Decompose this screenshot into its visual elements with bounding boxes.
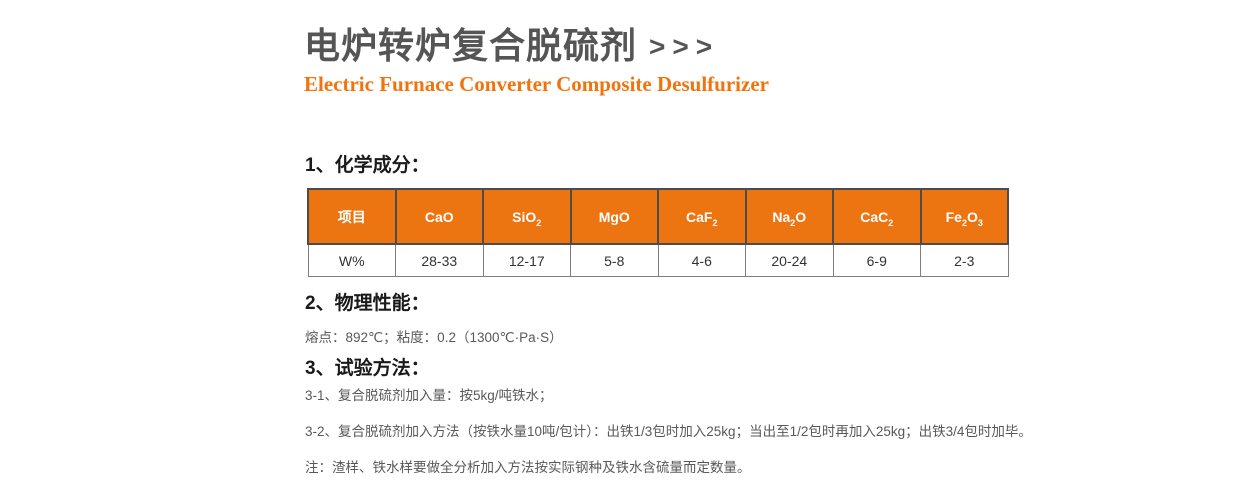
table-header-cell: MgO <box>569 188 659 245</box>
table-header-cell: CaF2 <box>657 188 747 245</box>
table-header-cell: Fe2O3 <box>919 188 1009 245</box>
table-header-cell: Na2O <box>744 188 834 245</box>
chemical-composition-table: 项目 CaO SiO2 MgO CaF2 Na2O CaC2 Fe2O3 W% 28-33 12-… <box>307 188 1009 277</box>
table-cell: 12-17 <box>482 243 571 277</box>
table-cell: 28-33 <box>395 243 484 277</box>
table-data-row: W% 28-33 12-17 5-8 4-6 20-24 6-9 2-3 <box>307 243 1009 277</box>
table-cell: W% <box>307 243 396 277</box>
method-note-line: 注：渣样、铁水样要做全分析加入方法按实际钢种及铁水含硫量而定数量。 <box>305 460 751 475</box>
table-cell: 4-6 <box>657 243 746 277</box>
table-cell: 5-8 <box>570 243 659 277</box>
method-line-2: 3-2、复合脱硫剂加入方法（按铁水量10吨/包计）：出铁1/3包时加入25kg；… <box>305 424 1032 439</box>
section-3-heading: 3、试验方法： <box>305 358 430 379</box>
table-cell: 20-24 <box>745 243 834 277</box>
section-2-heading: 2、物理性能： <box>305 293 430 314</box>
table-body: W% 28-33 12-17 5-8 4-6 20-24 6-9 2-3 <box>307 243 1009 277</box>
test-method-lines: 3-1、复合脱硫剂加入量：按5kg/吨铁水； 3-2、复合脱硫剂加入方法（按铁水… <box>305 384 1032 492</box>
page-subtitle-english: Electric Furnace Converter Composite Des… <box>304 72 769 97</box>
table-cell: 2-3 <box>920 243 1009 277</box>
section-1-heading: 1、化学成分： <box>305 155 430 176</box>
table-header-cell: CaC2 <box>832 188 922 245</box>
table-header-cell: 项目 <box>307 188 397 245</box>
table-cell: 6-9 <box>832 243 921 277</box>
table-header-cell: CaO <box>394 188 484 245</box>
title-arrows-decoration: >>> <box>649 31 720 62</box>
page-title: 电炉转炉复合脱硫剂 <box>304 25 638 66</box>
physical-properties-text: 熔点：892℃；粘度：0.2（1300℃·Pa·S） <box>305 330 563 345</box>
method-line-1: 3-1、复合脱硫剂加入量：按5kg/吨铁水； <box>305 388 553 403</box>
table-header-row: 项目 CaO SiO2 MgO CaF2 Na2O CaC2 Fe2O3 <box>307 188 1009 245</box>
chemical-table-wrap: 项目 CaO SiO2 MgO CaF2 Na2O CaC2 Fe2O3 W% 28-33 12-… <box>307 188 1009 277</box>
table-header-cell: SiO2 <box>482 188 572 245</box>
page-header: 电炉转炉复合脱硫剂 >>> Electric Furnace Converter … <box>304 24 769 97</box>
